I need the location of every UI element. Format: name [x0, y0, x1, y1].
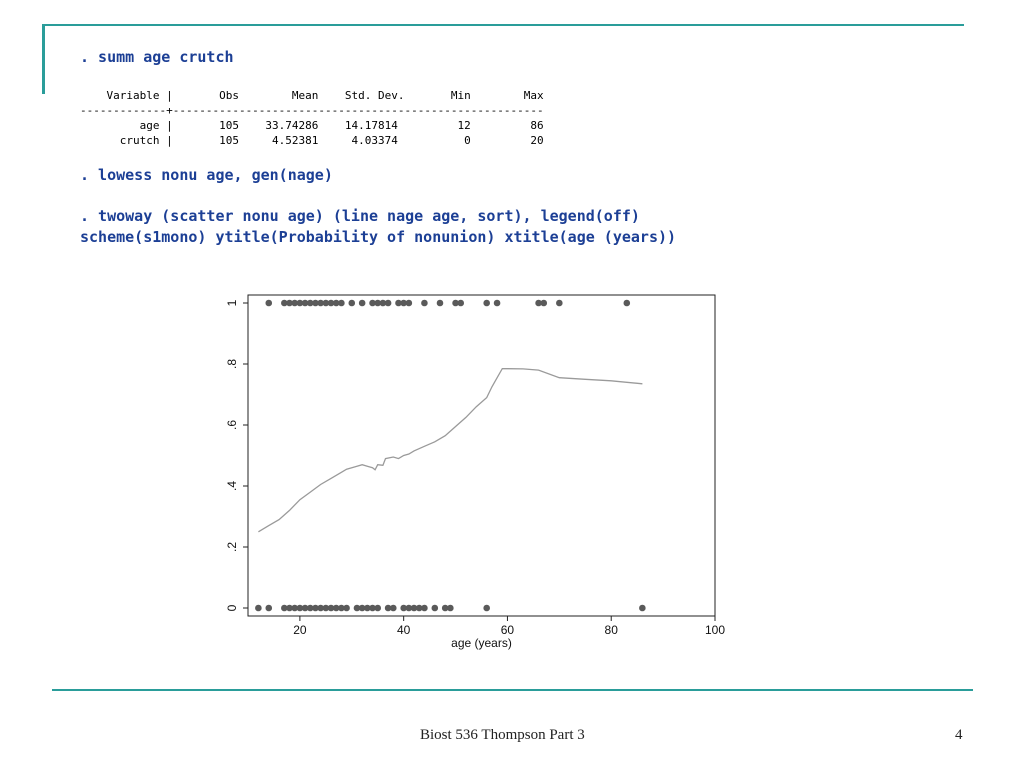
stata-command-summ: . summ age crutch — [80, 48, 234, 66]
scatter-point — [410, 604, 418, 612]
scatter-point — [431, 604, 439, 612]
scatter-point — [441, 604, 449, 612]
scatter-point — [400, 604, 407, 612]
scatter-point — [639, 604, 646, 612]
scatter-point — [296, 299, 304, 307]
y-tick-label: 1 — [225, 299, 239, 306]
scatter-point — [421, 299, 428, 307]
title-rule — [42, 24, 964, 26]
lowess-scatter-plot: 20 40 60 80 100 0 .2 .4 .6 .8 1 age (years) — [225, 294, 725, 650]
x-tick-label: 80 — [605, 623, 619, 637]
stata-command-twoway-line2: scheme(s1mono) ytitle(Probability of non… — [80, 228, 677, 246]
y-tick-label: .8 — [225, 359, 239, 369]
scatter-point — [436, 299, 444, 307]
summary-row-crutch: crutch | 105 4.52381 4.03374 0 20 — [80, 134, 544, 147]
plot-frame — [247, 294, 716, 617]
scatter-point — [353, 604, 361, 612]
scatter-point — [286, 604, 293, 612]
scatter-point — [395, 299, 402, 307]
summary-table: Variable | Obs Mean Std. Dev. Min Max --… — [80, 88, 544, 148]
footer-rule — [52, 689, 973, 691]
scatter-point — [493, 299, 501, 307]
y-tick-label: .6 — [225, 420, 239, 430]
y-tick-label: .4 — [225, 481, 239, 491]
scatter-point — [281, 604, 288, 612]
scatter-point — [452, 299, 459, 307]
scatter-point — [369, 299, 376, 307]
scatter-point — [535, 299, 542, 307]
scatter-point — [338, 299, 345, 307]
scatter-point — [389, 604, 397, 612]
scatter-point — [322, 299, 330, 307]
scatter-point — [364, 604, 371, 612]
scatter-point — [265, 604, 273, 612]
scatter-point — [317, 299, 324, 307]
scatter-point — [447, 604, 454, 612]
x-tick-label: 100 — [705, 623, 725, 637]
lowess-line — [258, 367, 643, 533]
scatter-point — [306, 299, 314, 307]
scatter-point — [312, 604, 319, 612]
scatter-point — [369, 604, 376, 612]
y-tick-label: .2 — [225, 542, 239, 552]
x-tick-label: 40 — [397, 623, 411, 637]
stata-command-twoway-line1: . twoway (scatter nonu age) (line nage a… — [80, 207, 640, 225]
scatter-point — [384, 299, 392, 307]
scatter-point — [421, 604, 428, 612]
scatter-point — [312, 299, 319, 307]
scatter-point — [483, 604, 490, 612]
scatter-point — [301, 299, 309, 307]
scatter-point — [348, 299, 356, 307]
scatter-point — [322, 604, 330, 612]
scatter-point — [317, 604, 324, 612]
scatter-point — [623, 299, 631, 307]
scatter-point — [343, 604, 350, 612]
summary-row-age: age | 105 33.74286 14.17814 12 86 — [80, 119, 544, 132]
scatter-point — [400, 299, 407, 307]
scatter-point — [540, 299, 548, 307]
scatter-point — [327, 604, 335, 612]
scatter-point — [332, 299, 340, 307]
scatter-point — [255, 604, 262, 612]
scatter-point — [286, 299, 293, 307]
footer-text: Biost 536 Thompson Part 3 — [420, 727, 585, 743]
scatter-point — [457, 299, 465, 307]
y-tick-label: 0 — [225, 604, 239, 611]
scatter-point — [379, 299, 387, 307]
scatter-point — [338, 604, 345, 612]
scatter-point — [291, 299, 298, 307]
scatter-point — [281, 299, 288, 307]
scatter-point — [301, 604, 309, 612]
scatter-point — [556, 299, 563, 307]
stata-command-lowess: . lowess nonu age, gen(nage) — [80, 166, 333, 184]
page-number: 4 — [955, 727, 963, 743]
scatter-point — [405, 604, 413, 612]
scatter-point — [332, 604, 340, 612]
scatter-point — [291, 604, 298, 612]
summary-divider: -------------+--------------------------… — [80, 104, 544, 117]
scatter-point — [296, 604, 304, 612]
scatter-point — [374, 604, 382, 612]
scatter-point — [327, 299, 335, 307]
x-axis-title: age (years) — [451, 636, 512, 650]
scatter-point — [384, 604, 392, 612]
scatter-point — [306, 604, 314, 612]
scatter-point — [405, 299, 413, 307]
scatter-point — [415, 604, 423, 612]
left-accent-bar — [42, 24, 45, 94]
scatter-point — [374, 299, 382, 307]
scatter-point — [265, 299, 273, 307]
x-tick-label: 60 — [501, 623, 515, 637]
scatter-point — [358, 299, 366, 307]
scatter-point — [358, 604, 366, 612]
scatter-point — [483, 299, 490, 307]
x-tick-label: 20 — [293, 623, 307, 637]
summary-header-row: Variable | Obs Mean Std. Dev. Min Max — [80, 89, 544, 102]
